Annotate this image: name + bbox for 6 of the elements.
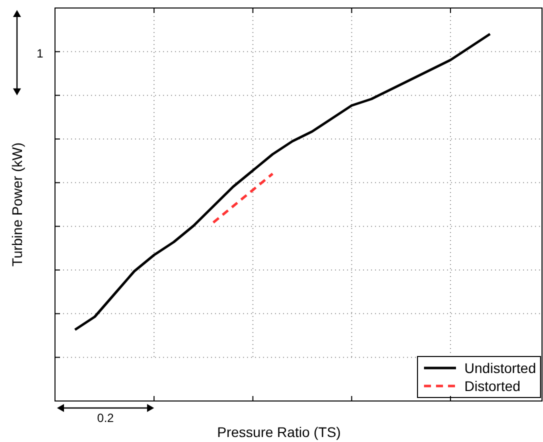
legend-label: Undistorted [464,360,536,376]
y-axis-title: Turbine Power (kW) [9,142,25,266]
text: 0.2 [97,411,114,425]
legend-label: Distorted [464,378,520,394]
x-axis-title: Pressure Ratio (TS) [217,424,341,440]
text: 1 [36,46,44,61]
